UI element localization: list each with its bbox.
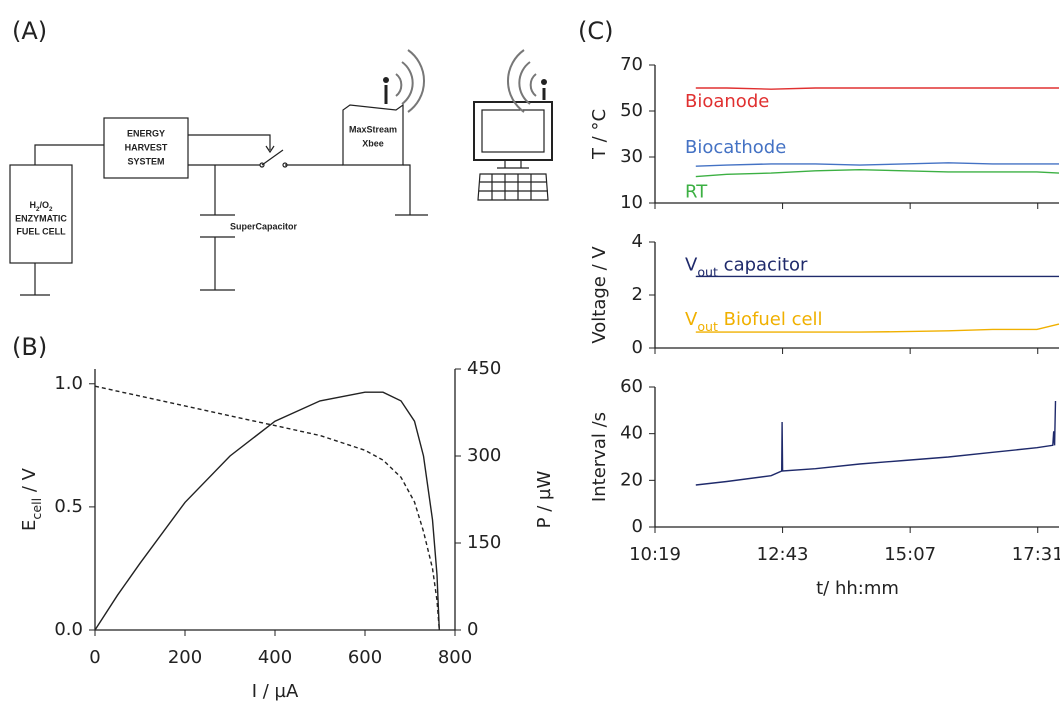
fuel-cell-label: H2/O2 [29,200,53,213]
fuel-cell-label: ENZYMATIC [15,213,67,223]
x-tick-label: 12:43 [757,544,809,565]
harvest-label: HARVEST [125,142,168,152]
series-line [695,323,1060,333]
xbee-box [342,103,404,166]
y-tick-label: 0.0 [54,619,83,640]
y-tick-label: 10 [620,192,643,213]
fuel-cell-label: FUEL CELL [16,226,66,236]
y-tick-label: 4 [632,231,643,252]
xbee-label: MaxStream [349,124,397,134]
series-label: Biocathode [685,137,786,158]
series-line [695,87,1059,90]
signal-waves [395,49,425,113]
harvest-box [103,117,189,179]
antenna-tip [541,79,547,85]
harvest-label: SYSTEM [127,156,164,166]
screen [481,109,545,153]
fuel-cell-box [9,164,73,264]
y-tick-label: 70 [620,54,643,75]
switch-pin [259,162,265,168]
x-tick-label: 600 [348,647,382,668]
x-tick-label: 15:07 [884,544,936,565]
axis-frame [654,65,1059,204]
series-label: Vout Biofuel cell [685,309,823,334]
y2-axis-title: P / µW [534,470,555,528]
series-line [695,162,1059,167]
x-tick-label: 800 [438,647,472,668]
monitor-stand [497,160,529,169]
circuit-diagram: H2/O2 ENZYMATIC FUEL CELL ENERGY HARVEST… [9,49,553,296]
y2-tick-label: 300 [467,445,501,466]
y-axis-title: Interval /s [589,412,610,502]
y-tick-label: 0 [632,337,643,358]
signal-waves [507,49,537,113]
y-tick-label: 60 [620,376,643,397]
monitor [473,101,553,161]
harvest-label: ENERGY [127,128,165,138]
y2-tick-label: 0 [467,619,478,640]
x-axis-title: t/ hh:mm [816,578,899,599]
y-tick-label: 20 [620,469,643,490]
keyboard [477,173,549,201]
series-line [695,168,1060,178]
x-tick-label: 400 [258,647,292,668]
y2-tick-label: 450 [467,358,501,379]
xbee-label: Xbee [362,138,384,148]
y-axis-title: Voltage / V [589,246,610,344]
x-axis-title: I / µA [252,681,299,702]
y-tick-label: 0.5 [54,496,83,517]
x-tick-label: 200 [168,647,202,668]
y2-tick-label: 150 [467,532,501,553]
axis-frame [654,387,1059,528]
x-tick-label: 17:31 [1012,544,1060,565]
panel-label: (C) [578,17,613,45]
wires [20,134,428,296]
series-line [94,391,440,631]
y-tick-label: 2 [632,284,643,305]
y-tick-label: 30 [620,146,643,167]
y-tick-label: 0 [632,516,643,537]
series-line [695,400,1057,486]
y-tick-label: 1.0 [54,373,83,394]
panel-label: (A) [12,17,47,45]
y-tick-label: 50 [620,100,643,121]
panel-label: (B) [12,333,47,361]
y-axis-title: T / °C [589,109,610,160]
axis-frame [94,369,456,631]
series-line [94,385,440,631]
y-tick-label: 40 [620,423,643,444]
series-label: RT [685,182,708,203]
capacitor-label: SuperCapacitor [230,221,298,231]
switch-pin [282,162,288,168]
series-label: Bioanode [685,91,769,112]
y-axis-title: Ecell / V [19,467,44,531]
x-tick-label: 0 [89,647,100,668]
x-tick-label: 10:19 [629,544,681,565]
antenna-tip [383,77,389,83]
series-label: Vout capacitor [685,254,808,279]
